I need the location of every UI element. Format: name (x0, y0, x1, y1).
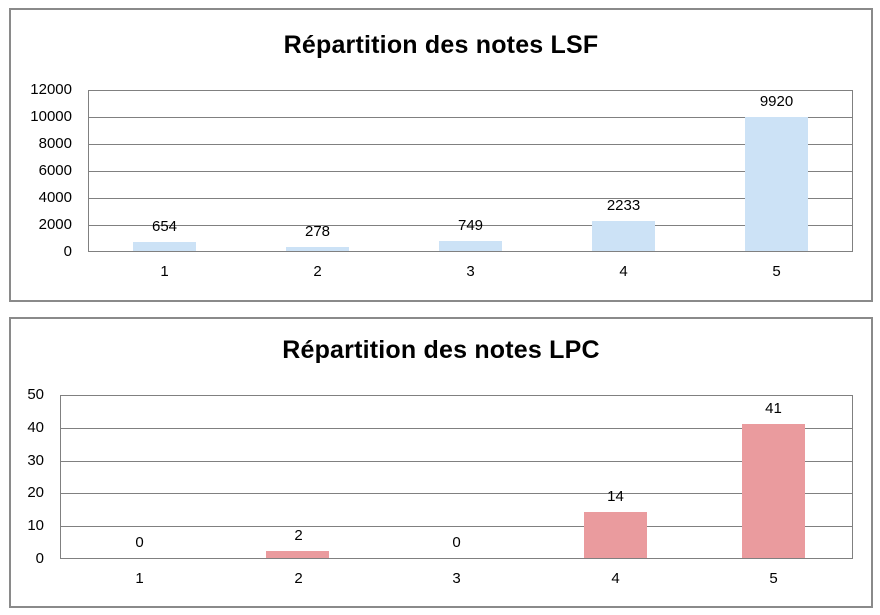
y-axis-tick-label: 12000 (30, 81, 72, 98)
x-axis-category-label: 2 (313, 263, 322, 280)
y-axis-tick-label: 10000 (30, 108, 72, 125)
chart-title-lsf: Répartition des notes LSF (283, 31, 599, 59)
x-axis-category-label: 2 (294, 570, 303, 587)
bar-value-label: 749 (457, 217, 484, 234)
y-axis-tick-label: 6000 (38, 162, 72, 179)
y-axis-tick-label: 10 (27, 517, 44, 534)
bar-value-label: 0 (135, 534, 144, 551)
x-axis-category-label: 1 (135, 570, 144, 587)
x-axis-category-label: 5 (772, 263, 781, 280)
gridline (60, 428, 853, 429)
gridline (60, 526, 853, 527)
x-axis-category-label: 4 (611, 570, 620, 587)
chart-panel-lpc: Répartition des notes LPC 0 10 20 30 40 50 0 1 2… (9, 317, 873, 608)
gridline (88, 171, 853, 172)
bar (266, 551, 329, 558)
gridline (60, 461, 853, 462)
chart-panel-lsf: Répartition des notes LSF 0 2000 4000 6000 8… (9, 8, 873, 302)
gridline (88, 198, 853, 199)
x-axis-category-label: 3 (452, 570, 461, 587)
y-axis-tick-label: 0 (35, 550, 44, 567)
plot-right-border (852, 395, 853, 559)
plot-left-border (88, 90, 89, 252)
plot-area-lsf: 0 2000 4000 6000 8000 10000 12000 654 1 278 2 749 3 2… (30, 81, 853, 280)
x-axis-category-label: 4 (619, 263, 628, 280)
y-axis-tick-label: 50 (27, 386, 44, 403)
gridline (60, 395, 853, 396)
bar (439, 241, 502, 251)
x-axis-category-label: 1 (160, 263, 169, 280)
chart-title-lpc: Répartition des notes LPC (282, 336, 600, 364)
plot-right-border (852, 90, 853, 252)
plot-left-border (60, 395, 61, 559)
x-axis-category-label: 3 (466, 263, 475, 280)
bar-value-label: 654 (151, 218, 178, 235)
gridline (88, 90, 853, 91)
bar (742, 424, 805, 558)
y-axis-tick-label: 4000 (38, 189, 72, 206)
bar-value-label: 14 (607, 488, 624, 505)
bar-value-label: 2 (294, 527, 303, 544)
plot-area-lpc: 0 10 20 30 40 50 0 1 2 2 0 3 14 4 41 5 (27, 386, 853, 587)
bar-value-label: 9920 (759, 93, 794, 110)
bar (592, 221, 655, 251)
bar-value-label: 41 (765, 400, 782, 417)
y-axis-tick-label: 8000 (38, 135, 72, 152)
y-axis-tick-label: 0 (63, 243, 72, 260)
bar (745, 117, 808, 251)
gridline (88, 117, 853, 118)
bar-value-label: 2233 (606, 197, 641, 214)
bar (286, 247, 349, 251)
bar-value-label: 0 (452, 534, 461, 551)
bar (584, 512, 647, 558)
y-axis-tick-label: 20 (27, 484, 44, 501)
x-axis-category-label: 5 (769, 570, 778, 587)
y-axis-tick-label: 2000 (38, 216, 72, 233)
gridline (60, 558, 853, 559)
y-axis-tick-label: 40 (27, 419, 44, 436)
y-axis-tick-label: 30 (27, 452, 44, 469)
gridline (88, 225, 853, 226)
bar (133, 242, 196, 251)
gridline (88, 251, 853, 252)
gridline (60, 493, 853, 494)
bar-value-label: 278 (304, 223, 331, 240)
gridline (88, 144, 853, 145)
